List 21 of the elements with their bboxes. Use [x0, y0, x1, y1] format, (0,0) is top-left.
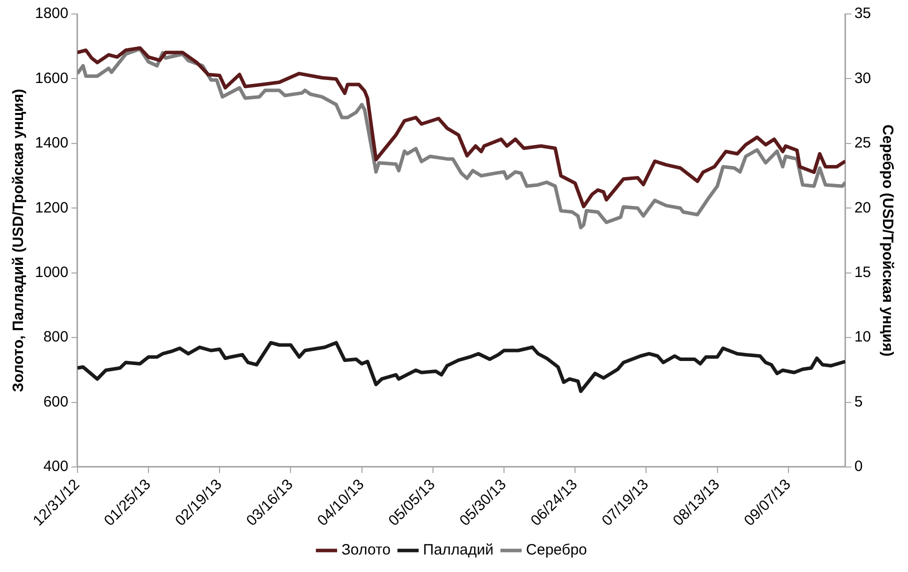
y-tick-label: 1800 — [34, 5, 68, 22]
y2-tick-label: 35 — [854, 5, 872, 22]
legend-label: Палладий — [423, 542, 494, 559]
y2-tick-label: 30 — [854, 70, 872, 87]
y2-tick-label: 5 — [854, 393, 863, 410]
y-tick-label: 1600 — [34, 70, 68, 87]
y-tick-label: 600 — [43, 393, 68, 410]
legend-label: Серебро — [526, 542, 587, 559]
y2-tick-label: 20 — [854, 199, 872, 216]
y2-tick-label: 10 — [854, 328, 872, 346]
y-tick-label: 800 — [43, 328, 68, 346]
y2-tick-label: 25 — [854, 134, 872, 152]
y2-tick-label: 0 — [854, 458, 863, 476]
y-tick-label: 1400 — [34, 134, 68, 152]
y-tick-label: 1200 — [34, 199, 68, 216]
y2-axis-title: Серебро (USD/Тройская унция) — [878, 124, 896, 356]
y-axis-title: Золото, Палладий (USD/Тройская унция) — [10, 88, 28, 392]
legend-label: Золото — [342, 542, 391, 559]
y-tick-label: 1000 — [34, 264, 68, 281]
y-tick-label: 400 — [43, 458, 68, 476]
y2-tick-label: 15 — [854, 264, 872, 281]
